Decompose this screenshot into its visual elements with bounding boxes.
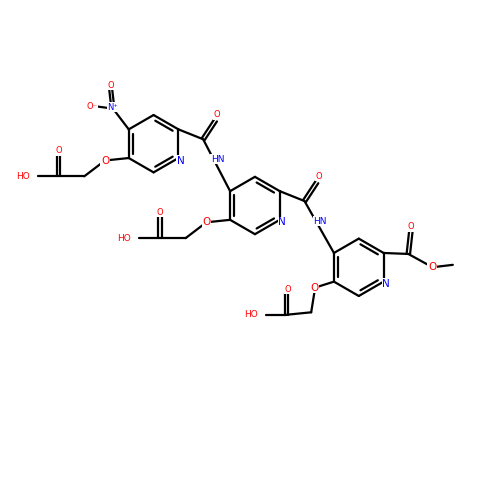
Text: O⁻: O⁻: [86, 102, 98, 110]
Text: O: O: [156, 208, 163, 217]
Text: O: O: [214, 110, 220, 119]
Text: O: O: [107, 81, 114, 90]
Text: N⁺: N⁺: [108, 102, 118, 112]
Text: N: N: [278, 218, 286, 228]
Text: N: N: [177, 156, 185, 166]
Text: HN: HN: [314, 216, 327, 226]
Text: O: O: [202, 218, 210, 228]
Text: O: O: [408, 222, 414, 232]
Text: O: O: [284, 284, 291, 294]
Text: O: O: [55, 146, 62, 155]
Text: HO: HO: [244, 310, 258, 320]
Text: O: O: [315, 172, 322, 181]
Text: O: O: [310, 282, 318, 292]
Text: HO: HO: [16, 172, 30, 181]
Text: HO: HO: [118, 234, 131, 242]
Text: HN: HN: [211, 155, 224, 164]
Text: O: O: [101, 156, 109, 166]
Text: O: O: [428, 262, 436, 272]
Text: N: N: [382, 279, 390, 289]
